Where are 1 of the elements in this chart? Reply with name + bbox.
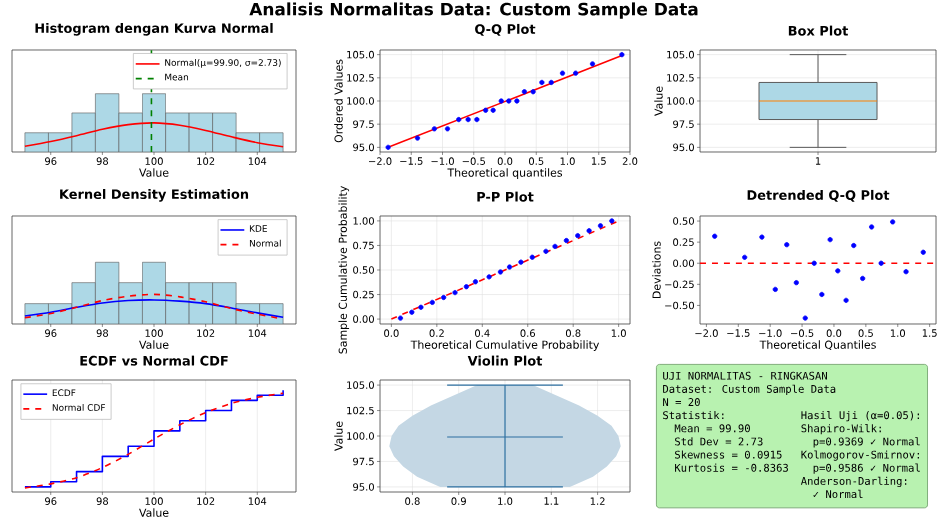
text: Analisis Normalitas Data: Custom Sample Data — [249, 2, 698, 19]
